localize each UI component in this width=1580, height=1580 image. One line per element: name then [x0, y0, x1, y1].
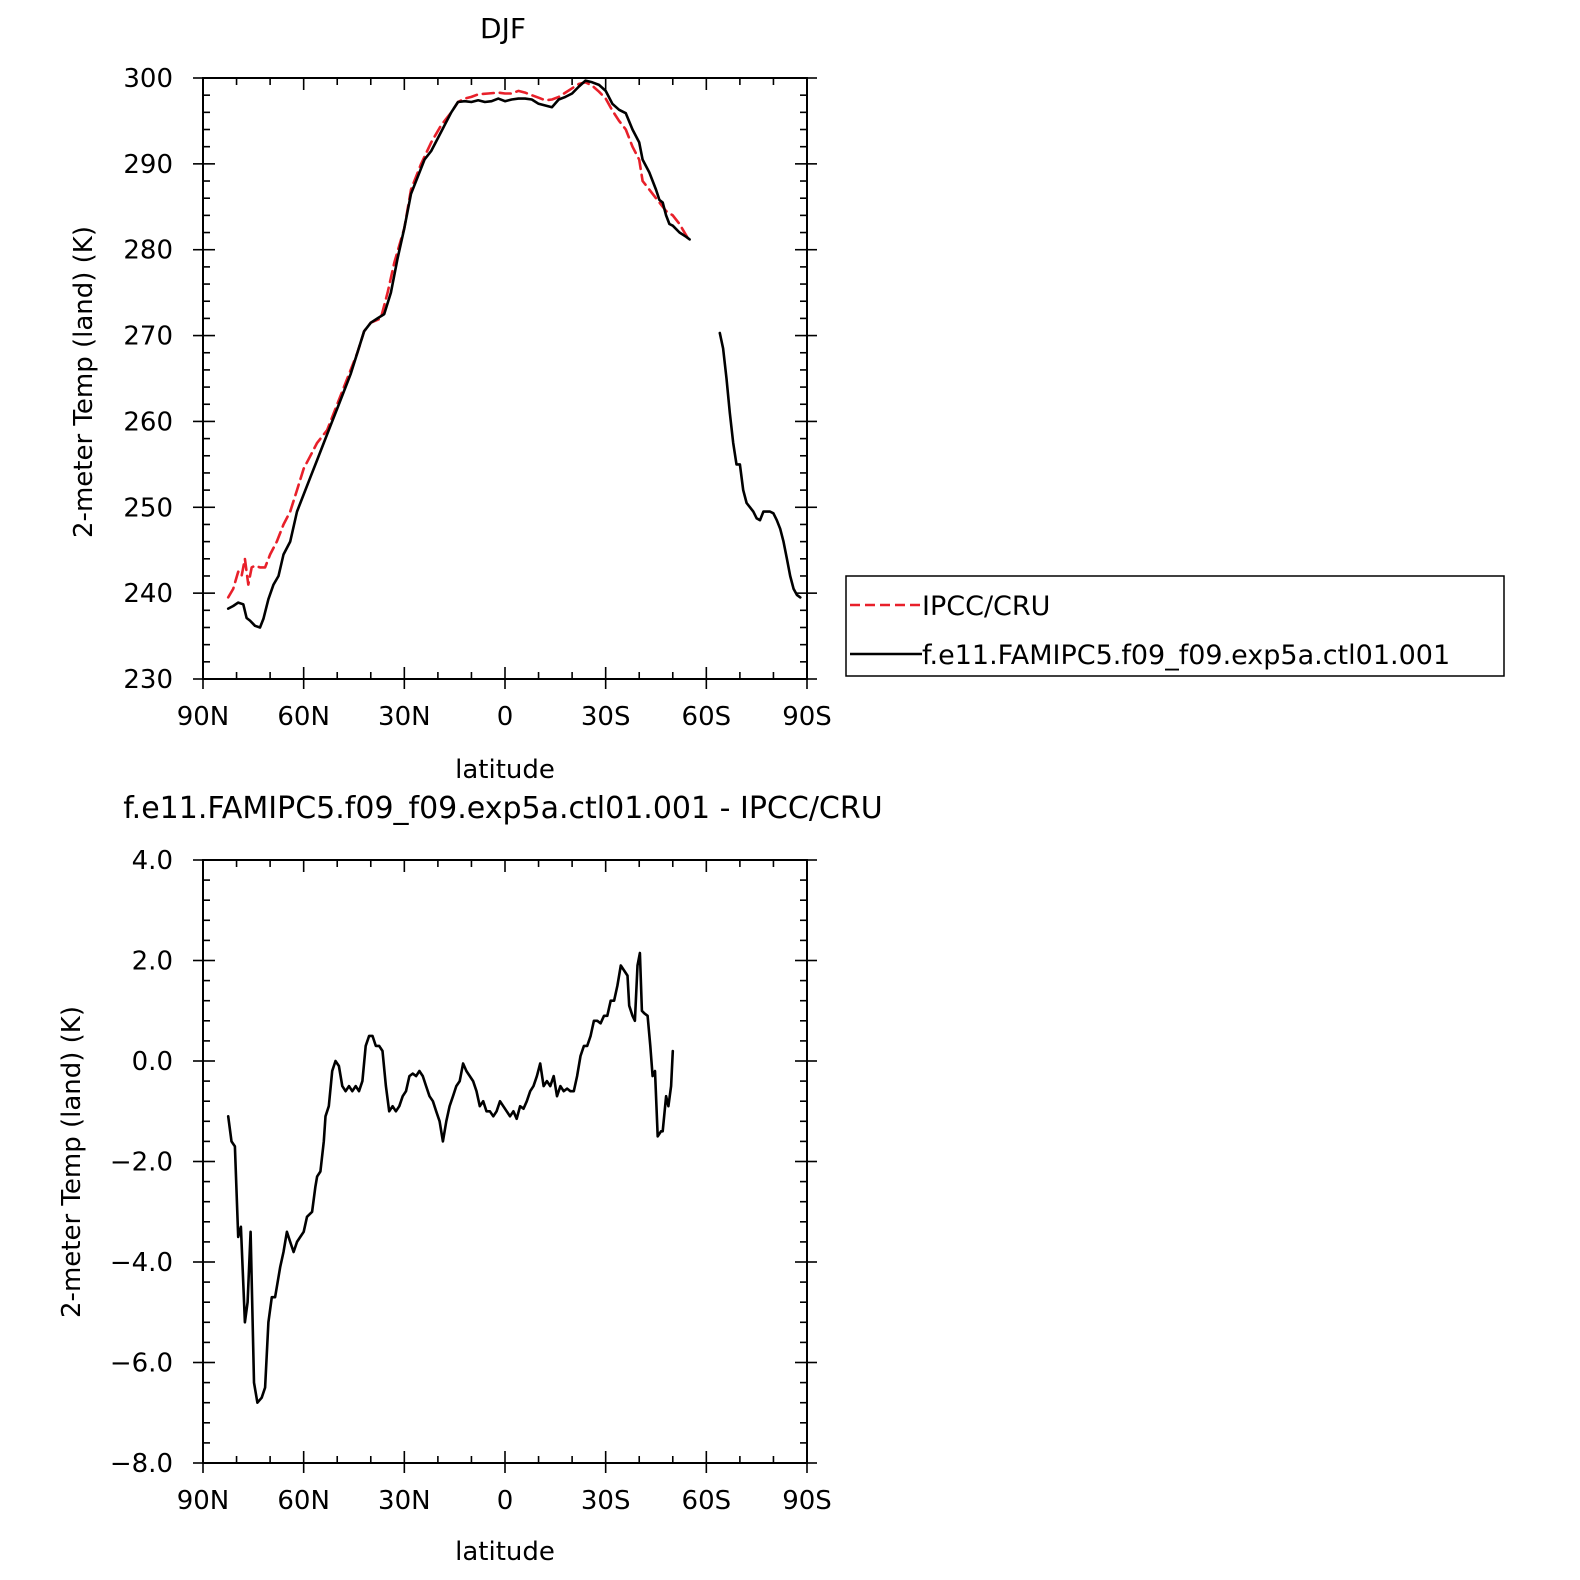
- bottom-x-tick-label: 60S: [682, 1486, 732, 1516]
- top-series-1-segment-1: [718, 331, 802, 599]
- top-series-1-segment-0: [226, 79, 691, 629]
- top-x-tick-label: 60N: [277, 702, 330, 732]
- top-y-axis-label: 2-meter Temp (land) (K): [69, 226, 99, 538]
- top-x-tick-label: 90N: [177, 702, 230, 732]
- bottom-y-tick-label: 4.0: [132, 846, 173, 876]
- top-series-0-segment-0: [226, 81, 691, 599]
- top-y-tick-label: 240: [123, 579, 173, 609]
- bottom-y-tick-label: 2.0: [132, 947, 173, 977]
- top-chart-title: DJF: [480, 12, 526, 45]
- bottom-chart-title: f.e11.FAMIPC5.f09_f09.exp5a.ctl01.001 - …: [123, 791, 882, 826]
- top-y-tick-label: 230: [123, 665, 173, 695]
- bottom-chart-lines: [226, 951, 675, 1404]
- bottom-x-tick-label: 0: [497, 1486, 514, 1516]
- top-y-tick-label: 250: [123, 493, 173, 523]
- top-y-tick-label: 300: [123, 64, 173, 94]
- bottom-x-tick-label: 90S: [782, 1486, 832, 1516]
- top-x-tick-label: 30S: [581, 702, 631, 732]
- bottom-x-axis-label: latitude: [455, 1537, 555, 1567]
- bottom-y-tick-label: −8.0: [110, 1449, 173, 1479]
- top-chart-lines: [226, 79, 802, 629]
- bottom-y-axis-label: 2-meter Temp (land) (K): [57, 1006, 87, 1318]
- bottom-x-tick-label: 30N: [378, 1486, 431, 1516]
- bottom-plot-frame: [202, 859, 808, 1464]
- bottom-series-0-segment-0: [226, 951, 675, 1404]
- bottom-x-tick-label: 90N: [177, 1486, 230, 1516]
- bottom-chart-panel: f.e11.FAMIPC5.f09_f09.exp5a.ctl01.001 - …: [57, 791, 883, 1567]
- bottom-chart-ticks: 90N 60N 30N 0 30S 60S 90S −8.0 −6.0 −4.0 −2.0 0.0 2.…: [110, 846, 832, 1516]
- top-plot-frame: [202, 77, 808, 680]
- top-y-tick-label: 290: [123, 150, 173, 180]
- bottom-x-tick-label: 30S: [581, 1486, 631, 1516]
- bottom-y-tick-label: −2.0: [110, 1148, 173, 1178]
- bottom-y-tick-label: −4.0: [110, 1248, 173, 1278]
- legend-label-model: f.e11.FAMIPC5.f09_f09.exp5a.ctl01.001: [922, 640, 1450, 671]
- top-x-axis-label: latitude: [455, 755, 555, 785]
- top-y-tick-label: 280: [123, 236, 173, 266]
- top-x-tick-label: 0: [497, 702, 514, 732]
- bottom-x-tick-label: 60N: [277, 1486, 330, 1516]
- top-y-tick-label: 270: [123, 322, 173, 352]
- legend: IPCC/CRU f.e11.FAMIPC5.f09_f09.exp5a.ctl…: [845, 575, 1505, 677]
- top-chart-ticks: 90N 60N 30N 0 30S 60S 90S 230 240 250 260 270 280 290…: [123, 64, 831, 732]
- top-x-tick-label: 90S: [782, 702, 832, 732]
- top-x-tick-label: 60S: [682, 702, 732, 732]
- top-y-tick-label: 260: [123, 407, 173, 437]
- legend-box: [845, 575, 1505, 677]
- top-x-tick-label: 30N: [378, 702, 431, 732]
- legend-label-ipcc-cru: IPCC/CRU: [922, 591, 1050, 622]
- top-chart-panel: DJF 90N 60N 30N 0 30S 60S 90S 230 240 250 260 270 28…: [69, 12, 832, 785]
- bottom-y-tick-label: −6.0: [110, 1349, 173, 1379]
- bottom-y-tick-label: 0.0: [132, 1047, 173, 1077]
